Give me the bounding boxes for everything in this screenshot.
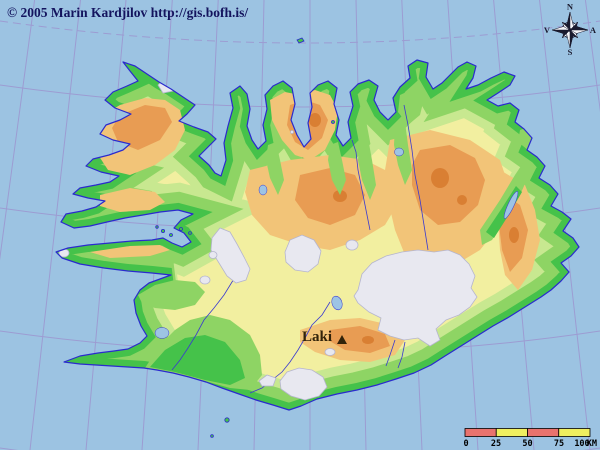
compass-east-label: A: [590, 25, 597, 35]
glacier-langjokull: [210, 227, 251, 284]
island-vestmannaeyjar-small: [210, 434, 214, 438]
river: [397, 341, 406, 369]
islet: [169, 233, 173, 237]
lake-thingvallavatn: [154, 327, 170, 339]
highland-patch: [328, 326, 390, 353]
scale-segment: [558, 428, 591, 437]
peak-spot: [333, 190, 347, 202]
rivers: [171, 104, 429, 394]
arctic-circle-line: [0, 20, 600, 44]
offshore-islands: [155, 37, 335, 438]
river: [385, 339, 396, 367]
scale-tick-50: 50: [522, 439, 532, 449]
scale-tick-100: 100: [574, 439, 589, 449]
compass-star: [551, 11, 589, 49]
glaciers: [58, 77, 478, 401]
compass-rose: N A S V: [544, 2, 597, 58]
lake-thorisvatn: [331, 295, 343, 311]
lake-blondulon: [258, 184, 268, 196]
islet: [188, 231, 192, 235]
highland-patch: [100, 188, 165, 212]
lake-lagarfljot: [503, 191, 519, 219]
islet: [160, 228, 165, 233]
peak-spot: [309, 113, 321, 127]
compass-west-label: V: [544, 25, 551, 35]
island-hrisey: [331, 120, 335, 124]
scale-tick-25: 25: [491, 439, 501, 449]
glacier-speck: [290, 130, 294, 134]
scale-bar: 0 25 50 75 100 KM: [463, 428, 597, 449]
scale-tick-0: 0: [463, 439, 468, 449]
glacier-eiriksjokull: [208, 251, 218, 259]
glacier-thorisjokull: [199, 275, 211, 285]
highland-peak-spots: [309, 113, 519, 344]
island-vestmannaeyjar: [224, 417, 230, 423]
scale-segment: [527, 428, 560, 437]
valley: [266, 142, 284, 195]
glacier-tungnafellsjokull: [345, 239, 359, 251]
laki-volcano-marker: [337, 335, 347, 344]
islet: [155, 225, 159, 229]
copyright-text: © 2005 Marin Kardjilov http://gis.bofh.i…: [7, 5, 248, 20]
laki-label: Laki: [302, 329, 332, 345]
lake-myvatn: [394, 147, 404, 157]
compass-south-label: S: [568, 47, 573, 57]
scale-segment: [495, 428, 528, 437]
river: [403, 104, 429, 251]
valley: [328, 142, 346, 195]
river: [171, 269, 241, 371]
valley-core: [150, 335, 245, 385]
peak-spot: [431, 168, 449, 188]
highland-patch: [412, 145, 485, 225]
peak-spot: [509, 227, 519, 243]
glacier-eyjafjallajokull: [258, 374, 277, 387]
island-grimsey: [296, 37, 305, 44]
islet: [179, 227, 183, 231]
scale-segment: [464, 428, 497, 437]
glacier-myrdalsjokull: [279, 367, 328, 401]
highland-patch: [90, 245, 170, 258]
river: [351, 139, 371, 231]
peak-spot: [457, 195, 467, 205]
glacier-torfajokull: [324, 348, 336, 356]
valley: [138, 280, 205, 310]
highland-patch: [295, 168, 365, 225]
valley: [398, 88, 425, 125]
valley: [358, 138, 376, 200]
scale-tick-75: 75: [554, 439, 564, 449]
compass-north-label: N: [567, 2, 574, 12]
glacier-hofsjokull: [284, 234, 322, 273]
elevation-layers: [56, 60, 579, 410]
peak-spot: [362, 336, 374, 344]
scale-unit-label: KM: [587, 439, 597, 449]
glacier-vatnajokull: [353, 249, 478, 347]
